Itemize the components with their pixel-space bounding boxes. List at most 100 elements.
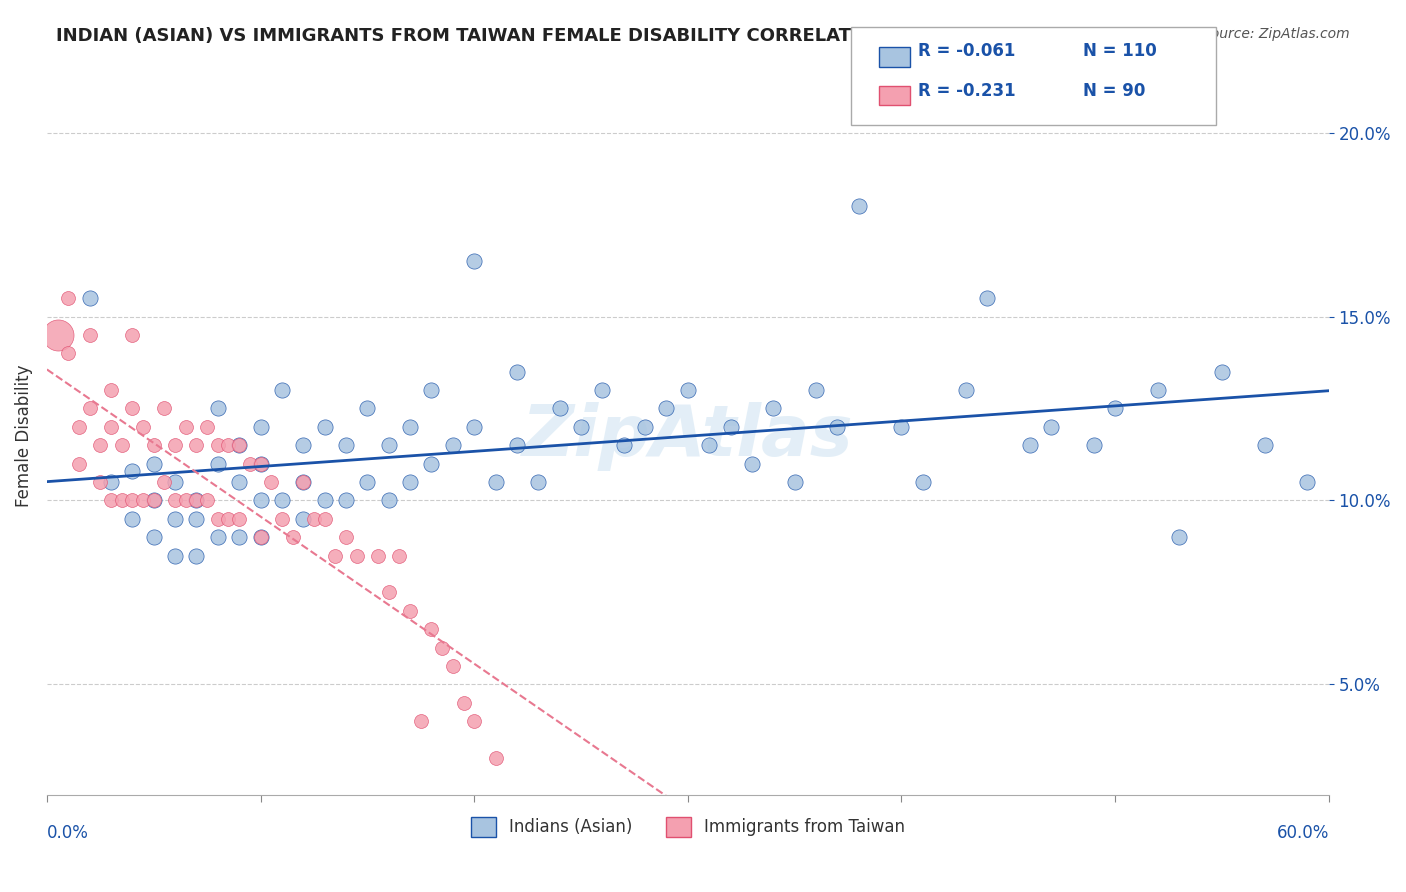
Point [153,475,176,489]
Point [346,549,368,563]
Text: R = -0.231: R = -0.231 [918,82,1015,100]
Point [165,438,187,452]
Point [463,420,485,434]
Point [399,475,422,489]
Point [804,383,827,397]
Point [356,475,378,489]
Point [100,420,122,434]
Point [890,420,912,434]
Point [249,493,271,508]
Point [249,530,271,544]
Point [67,457,90,471]
Point [142,457,165,471]
Point [142,493,165,508]
Point [655,401,678,416]
Point [100,383,122,397]
Point [463,254,485,268]
Point [270,493,292,508]
Point [367,549,389,563]
Point [335,530,357,544]
Point [228,438,250,452]
Point [527,475,550,489]
Point [249,457,271,471]
Point [484,751,506,765]
Point [67,420,90,434]
Point [399,420,422,434]
Point [420,457,443,471]
Point [314,493,336,508]
Point [121,493,143,508]
Point [292,475,315,489]
Point [441,659,464,673]
Text: N = 110: N = 110 [1083,42,1156,60]
Point [335,493,357,508]
Point [165,475,187,489]
Text: Source: ZipAtlas.com: Source: ZipAtlas.com [1202,27,1350,41]
Point [292,438,315,452]
Point [218,512,240,526]
Text: ZipAtlas: ZipAtlas [522,401,853,471]
Point [634,420,657,434]
Point [1040,420,1063,434]
Point [165,493,187,508]
Point [186,493,208,508]
Text: N = 90: N = 90 [1083,82,1144,100]
Point [548,401,571,416]
Point [377,493,399,508]
Point [720,420,742,434]
Point [121,327,143,342]
Point [676,383,699,397]
Point [89,438,111,452]
Point [207,530,229,544]
Point [165,549,187,563]
Point [783,475,806,489]
Point [848,199,870,213]
Point [377,438,399,452]
Point [121,401,143,416]
Point [121,464,143,478]
Point [142,530,165,544]
Point [270,512,292,526]
Point [207,457,229,471]
Point [100,475,122,489]
Point [441,438,464,452]
Point [292,512,315,526]
Point [292,475,315,489]
Point [463,714,485,728]
Point [409,714,432,728]
Point [1253,438,1275,452]
Point [174,420,197,434]
Point [207,401,229,416]
Point [388,549,411,563]
Point [111,493,134,508]
Point [218,438,240,452]
Point [335,438,357,452]
Point [195,420,218,434]
Point [314,420,336,434]
Point [1083,438,1105,452]
Point [430,640,453,655]
Point [186,438,208,452]
Point [228,512,250,526]
Text: R = -0.061: R = -0.061 [918,42,1015,60]
Point [697,438,720,452]
Point [79,327,101,342]
Point [58,346,80,360]
Point [453,696,475,710]
Point [46,327,69,342]
Point [827,420,849,434]
Point [955,383,977,397]
Point [100,493,122,508]
Point [741,457,763,471]
Point [1104,401,1126,416]
Point [121,512,143,526]
Point [165,512,187,526]
Point [228,438,250,452]
Point [302,512,325,526]
Point [132,493,155,508]
Point [260,475,283,489]
Point [186,512,208,526]
Point [323,549,346,563]
Point [356,401,378,416]
Text: 0.0%: 0.0% [46,824,89,842]
